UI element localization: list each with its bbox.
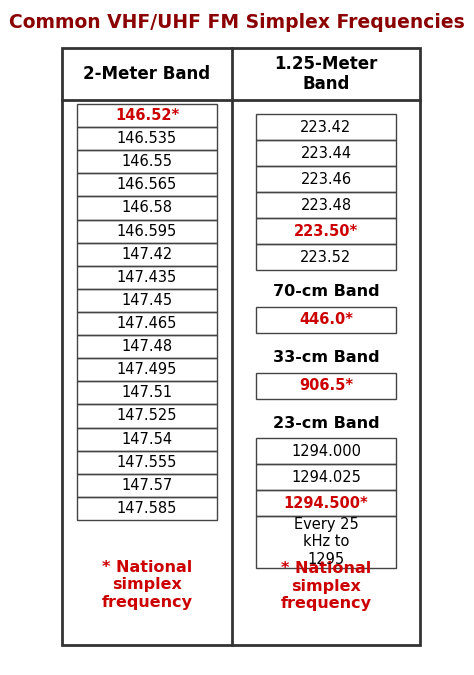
Bar — [77, 358, 217, 381]
Text: 70-cm Band: 70-cm Band — [273, 284, 379, 300]
Text: 147.495: 147.495 — [117, 362, 177, 377]
Text: 2-Meter Band: 2-Meter Band — [83, 65, 210, 83]
Text: 147.45: 147.45 — [121, 293, 173, 308]
Text: 223.44: 223.44 — [301, 146, 352, 161]
Bar — [256, 438, 396, 464]
Bar — [256, 464, 396, 490]
Bar — [256, 490, 396, 516]
Bar — [77, 173, 217, 196]
Text: 1294.025: 1294.025 — [291, 470, 361, 485]
Bar — [256, 307, 396, 333]
Text: Common VHF/UHF FM Simplex Frequencies: Common VHF/UHF FM Simplex Frequencies — [9, 13, 465, 32]
Bar — [77, 427, 217, 451]
Text: 146.595: 146.595 — [117, 223, 177, 238]
Text: 147.51: 147.51 — [121, 385, 173, 400]
Bar — [77, 451, 217, 474]
Text: 147.57: 147.57 — [121, 478, 173, 493]
Text: * National
simplex
frequency: * National simplex frequency — [101, 560, 192, 610]
Bar — [256, 244, 396, 270]
Text: Every 25
kHz to
1295: Every 25 kHz to 1295 — [293, 517, 358, 567]
Text: 223.52: 223.52 — [301, 250, 352, 265]
Bar — [77, 312, 217, 335]
Text: 147.585: 147.585 — [117, 501, 177, 516]
Text: 23-cm Band: 23-cm Band — [273, 416, 379, 431]
Bar — [77, 289, 217, 312]
Bar — [77, 474, 217, 497]
Text: 147.42: 147.42 — [121, 247, 173, 262]
Text: 146.535: 146.535 — [117, 131, 177, 146]
Text: 1.25-Meter
Band: 1.25-Meter Band — [274, 55, 378, 93]
Bar — [77, 404, 217, 427]
Text: 147.54: 147.54 — [121, 431, 173, 447]
Text: 146.55: 146.55 — [121, 155, 173, 169]
Text: 147.555: 147.555 — [117, 455, 177, 470]
Bar — [256, 516, 396, 568]
Text: 146.565: 146.565 — [117, 178, 177, 192]
Bar — [77, 243, 217, 266]
Text: 906.5*: 906.5* — [299, 379, 353, 394]
Text: 1294.000: 1294.000 — [291, 443, 361, 458]
Bar — [77, 335, 217, 358]
Bar — [77, 196, 217, 219]
Text: 147.525: 147.525 — [117, 408, 177, 423]
Bar — [62, 48, 420, 645]
Bar — [256, 373, 396, 399]
Text: 146.52*: 146.52* — [115, 108, 179, 123]
Bar — [77, 497, 217, 520]
Bar — [256, 140, 396, 166]
Bar — [256, 166, 396, 192]
Text: 446.0*: 446.0* — [299, 313, 353, 327]
Text: 223.42: 223.42 — [301, 119, 352, 134]
Text: 147.48: 147.48 — [121, 339, 173, 354]
Text: 223.48: 223.48 — [301, 198, 352, 213]
Bar — [77, 219, 217, 243]
Bar — [256, 114, 396, 140]
Text: 146.58: 146.58 — [121, 200, 173, 215]
Text: 223.50*: 223.50* — [294, 223, 358, 238]
Text: * National
simplex
frequency: * National simplex frequency — [281, 561, 372, 611]
Bar — [77, 104, 217, 127]
Bar — [77, 381, 217, 404]
Text: 223.46: 223.46 — [301, 171, 352, 186]
Text: 33-cm Band: 33-cm Band — [273, 350, 379, 365]
Bar — [77, 127, 217, 151]
Bar — [256, 218, 396, 244]
Bar — [77, 266, 217, 289]
Bar — [77, 151, 217, 173]
Text: 1294.500*: 1294.500* — [283, 495, 368, 510]
Text: 147.465: 147.465 — [117, 316, 177, 331]
Text: 147.435: 147.435 — [117, 270, 177, 285]
Bar — [256, 192, 396, 218]
